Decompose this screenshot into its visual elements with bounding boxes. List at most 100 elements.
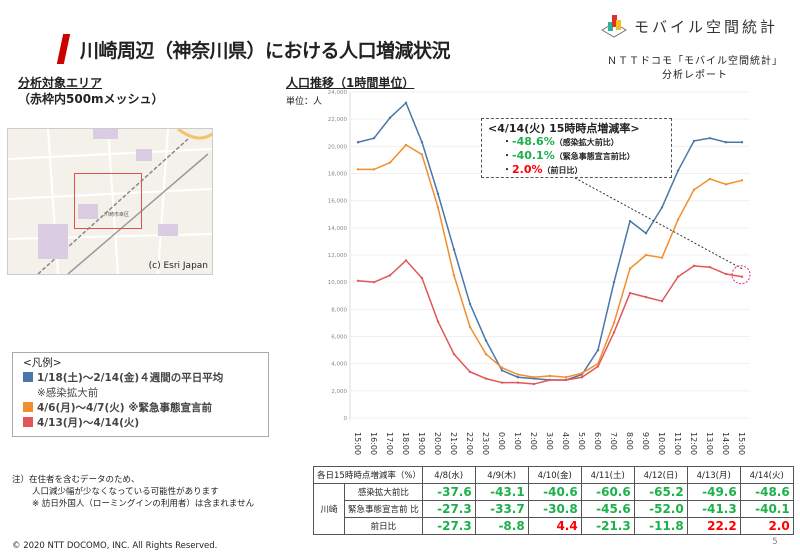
data-point	[564, 376, 568, 379]
data-point	[516, 373, 520, 376]
x-tick-label: 15:00	[353, 432, 362, 455]
data-point	[692, 139, 696, 143]
legend-item-note: ※感染拡大前	[37, 387, 99, 399]
callout-value: -40.1%	[512, 149, 555, 162]
callout-value: 2.0%	[512, 163, 543, 176]
data-point	[644, 253, 648, 257]
y-tick-label: 0	[344, 416, 348, 422]
data-point	[404, 259, 408, 262]
area-subheading: （赤枠内500mメッシュ）	[18, 92, 164, 106]
data-point	[452, 248, 456, 251]
y-tick-label: 18,000	[328, 172, 348, 178]
data-point	[596, 365, 600, 368]
data-point	[660, 206, 664, 209]
data-point	[740, 275, 744, 278]
data-point	[548, 378, 552, 382]
data-point	[724, 141, 728, 144]
series-line	[357, 259, 743, 385]
region-cell: 川崎	[313, 483, 345, 535]
data-point	[484, 339, 488, 342]
data-point	[708, 136, 712, 140]
data-point	[564, 378, 568, 382]
x-tick-label: 1:00	[513, 432, 522, 450]
data-point	[356, 168, 360, 171]
callout-value: -48.6%	[512, 135, 555, 148]
x-tick-label: 18:00	[401, 432, 410, 455]
data-point	[676, 218, 680, 221]
data-point	[356, 141, 360, 144]
data-point	[404, 143, 408, 147]
map-credit: (c) Esri Japan	[148, 261, 208, 271]
data-point	[660, 256, 664, 259]
data-point	[676, 275, 680, 278]
data-point	[500, 366, 504, 369]
copyright: © 2020 NTT DOCOMO, INC. All Rights Reser…	[12, 541, 218, 551]
data-point	[708, 177, 712, 181]
data-point	[452, 274, 456, 277]
data-point	[708, 266, 712, 269]
data-point	[372, 136, 376, 140]
y-tick-label: 8,000	[331, 307, 347, 313]
data-point	[724, 183, 728, 186]
report-label: ＮＴＴドコモ「モバイル空間統計」 分析レポート	[600, 55, 790, 83]
data-point	[628, 219, 632, 223]
legend-swatch-blue	[23, 372, 33, 382]
data-point	[388, 161, 392, 164]
x-tick-label: 16:00	[369, 432, 378, 455]
data-point	[516, 381, 520, 384]
data-point	[356, 279, 360, 283]
data-point	[436, 192, 440, 196]
y-tick-label: 16,000	[328, 199, 348, 205]
data-point	[548, 374, 552, 378]
x-tick-label: 6:00	[593, 432, 602, 450]
y-tick-label: 22,000	[328, 117, 348, 123]
legend: <凡例> 1/18(土)～2/14(金)４週間の平日平均 ※感染拡大前 4/6(…	[12, 352, 269, 437]
x-tick-label: 19:00	[417, 432, 426, 455]
y-tick-label: 6,000	[331, 335, 347, 341]
target-area-box	[74, 173, 142, 229]
rate-table: 各日15時時点増減率（%） 4/8(水) 4/9(木) 4/10(金) 4/11(土) 4…	[313, 466, 794, 535]
data-point	[596, 348, 600, 352]
x-tick-label: 0:00	[497, 432, 506, 450]
x-tick-label: 12:00	[689, 432, 698, 455]
data-point	[612, 321, 616, 325]
table-row: 緊急事態宣言前 比 -27.3 -33.7 -30.8 -45.6 -52.0 -41.3-…	[314, 500, 794, 518]
data-point	[612, 280, 616, 284]
page-title: 川崎周辺（神奈川県）における人口増減状況	[80, 40, 451, 62]
legend-swatch-red	[23, 417, 33, 427]
data-point	[612, 331, 616, 334]
report-line-2: 分析レポート	[662, 70, 728, 81]
data-point	[740, 179, 744, 182]
data-point	[580, 371, 584, 375]
data-point	[740, 141, 744, 144]
chart-unit: 単位：人	[286, 97, 323, 107]
x-tick-label: 10:00	[657, 432, 666, 455]
x-tick-label: 8:00	[625, 432, 634, 450]
data-point	[660, 299, 664, 303]
data-point	[724, 272, 728, 276]
data-point	[532, 376, 536, 379]
y-tick-label: 20,000	[328, 144, 348, 150]
y-tick-label: 14,000	[328, 226, 348, 232]
area-map: 川崎市幸区 (c) Esri Japan	[7, 128, 213, 275]
x-tick-label: 20:00	[433, 432, 442, 455]
data-point	[388, 274, 392, 277]
legend-item: 4/13(月)～4/14(火)	[23, 416, 258, 431]
data-point	[420, 153, 424, 156]
x-tick-label: 13:00	[705, 432, 714, 455]
callout-title: <4/14(火) 15時時点増減率>	[488, 122, 640, 135]
data-point	[404, 101, 408, 105]
data-point	[628, 291, 632, 295]
population-line-chart: 0 2,000 4,000 6,000 8,000 10,000 12,000 14,000 1…	[328, 90, 751, 455]
data-point	[372, 168, 376, 171]
map-roads	[8, 129, 212, 274]
data-point	[484, 377, 488, 380]
y-tick-label: 12,000	[328, 253, 348, 259]
data-point	[468, 325, 472, 329]
x-tick-label: 5:00	[577, 432, 586, 450]
x-tick-label: 14:00	[721, 432, 730, 455]
data-point	[676, 169, 680, 172]
data-point	[468, 370, 472, 374]
legend-item: 4/6(月)～4/7(火) ※緊急事態宣言前	[23, 401, 258, 416]
data-point	[420, 141, 424, 144]
